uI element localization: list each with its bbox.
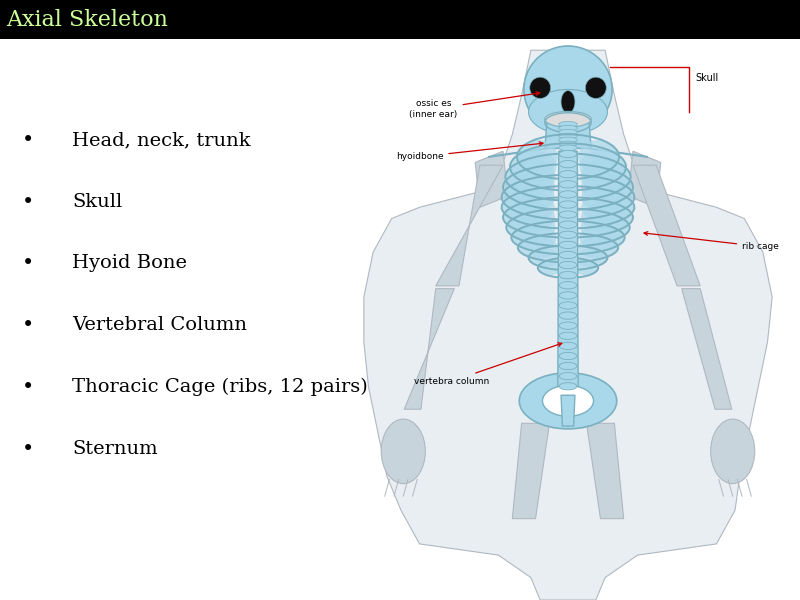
Ellipse shape xyxy=(558,133,578,139)
Ellipse shape xyxy=(559,211,577,218)
Polygon shape xyxy=(558,151,578,395)
Ellipse shape xyxy=(579,225,625,250)
Ellipse shape xyxy=(558,145,578,151)
Ellipse shape xyxy=(559,352,577,359)
Ellipse shape xyxy=(506,160,555,194)
Ellipse shape xyxy=(582,191,634,223)
Ellipse shape xyxy=(559,302,577,309)
Ellipse shape xyxy=(578,140,619,173)
Ellipse shape xyxy=(559,373,577,380)
Text: Sternum: Sternum xyxy=(72,440,158,458)
Ellipse shape xyxy=(578,237,618,259)
Ellipse shape xyxy=(559,170,577,178)
Ellipse shape xyxy=(558,125,578,131)
Text: Axial Skeleton: Axial Skeleton xyxy=(6,8,168,31)
Ellipse shape xyxy=(559,251,577,259)
Ellipse shape xyxy=(529,248,560,267)
Ellipse shape xyxy=(545,112,591,127)
Polygon shape xyxy=(628,151,661,208)
Ellipse shape xyxy=(558,137,578,143)
Text: Skull: Skull xyxy=(72,193,122,211)
Ellipse shape xyxy=(542,385,594,416)
Ellipse shape xyxy=(503,170,555,205)
Text: Thoracic Cage (ribs, 12 pairs): Thoracic Cage (ribs, 12 pairs) xyxy=(72,377,368,396)
Ellipse shape xyxy=(710,419,754,484)
Text: Vertebral Column: Vertebral Column xyxy=(72,316,247,334)
Ellipse shape xyxy=(506,213,556,242)
Ellipse shape xyxy=(524,46,612,133)
Ellipse shape xyxy=(559,342,577,350)
Polygon shape xyxy=(545,121,591,148)
Polygon shape xyxy=(586,423,624,518)
Text: •: • xyxy=(22,315,34,335)
Polygon shape xyxy=(682,289,732,409)
Text: Hyoid Bone: Hyoid Bone xyxy=(72,254,187,272)
Ellipse shape xyxy=(559,151,577,158)
Ellipse shape xyxy=(559,272,577,279)
Ellipse shape xyxy=(517,140,558,173)
Ellipse shape xyxy=(559,292,577,299)
Ellipse shape xyxy=(559,191,577,198)
Ellipse shape xyxy=(579,149,626,185)
Ellipse shape xyxy=(538,260,562,275)
Ellipse shape xyxy=(558,121,578,127)
Ellipse shape xyxy=(581,160,630,194)
Polygon shape xyxy=(404,289,454,409)
Ellipse shape xyxy=(561,91,575,113)
Ellipse shape xyxy=(519,373,617,429)
Ellipse shape xyxy=(559,221,577,229)
Ellipse shape xyxy=(559,231,577,238)
Ellipse shape xyxy=(559,312,577,319)
Ellipse shape xyxy=(502,191,554,223)
Polygon shape xyxy=(512,423,550,518)
Text: •: • xyxy=(22,253,34,274)
Ellipse shape xyxy=(582,181,634,214)
Ellipse shape xyxy=(558,130,578,135)
Ellipse shape xyxy=(559,281,577,289)
Text: •: • xyxy=(22,439,34,458)
Ellipse shape xyxy=(559,383,577,390)
Polygon shape xyxy=(561,151,575,269)
Ellipse shape xyxy=(559,322,577,329)
Ellipse shape xyxy=(559,201,577,208)
Text: hyoidbone: hyoidbone xyxy=(396,142,543,161)
Ellipse shape xyxy=(530,77,550,98)
Ellipse shape xyxy=(511,225,557,250)
Ellipse shape xyxy=(510,149,557,185)
Ellipse shape xyxy=(502,181,554,214)
Ellipse shape xyxy=(580,213,630,242)
Ellipse shape xyxy=(576,248,607,267)
Ellipse shape xyxy=(581,202,633,233)
Text: rib cage: rib cage xyxy=(644,232,779,251)
Polygon shape xyxy=(436,165,503,286)
Ellipse shape xyxy=(558,141,578,147)
Ellipse shape xyxy=(382,419,426,484)
Ellipse shape xyxy=(559,262,577,269)
Polygon shape xyxy=(561,395,575,426)
Ellipse shape xyxy=(559,362,577,370)
Ellipse shape xyxy=(559,181,577,188)
Polygon shape xyxy=(633,165,700,286)
Ellipse shape xyxy=(559,160,577,168)
Polygon shape xyxy=(364,50,772,600)
Text: Skull: Skull xyxy=(696,73,719,83)
Ellipse shape xyxy=(559,241,577,248)
Text: Head, neck, trunk: Head, neck, trunk xyxy=(72,131,250,149)
Text: vertebra column: vertebra column xyxy=(414,343,562,386)
Text: ossic es
(inner ear): ossic es (inner ear) xyxy=(410,92,540,119)
Ellipse shape xyxy=(529,89,607,134)
Ellipse shape xyxy=(503,202,555,233)
Ellipse shape xyxy=(574,260,598,275)
Ellipse shape xyxy=(581,170,633,205)
Text: •: • xyxy=(22,130,34,150)
Text: •: • xyxy=(22,377,34,397)
Polygon shape xyxy=(475,151,508,208)
Ellipse shape xyxy=(586,77,606,98)
Text: •: • xyxy=(22,191,34,212)
Ellipse shape xyxy=(559,332,577,340)
Ellipse shape xyxy=(518,237,558,259)
